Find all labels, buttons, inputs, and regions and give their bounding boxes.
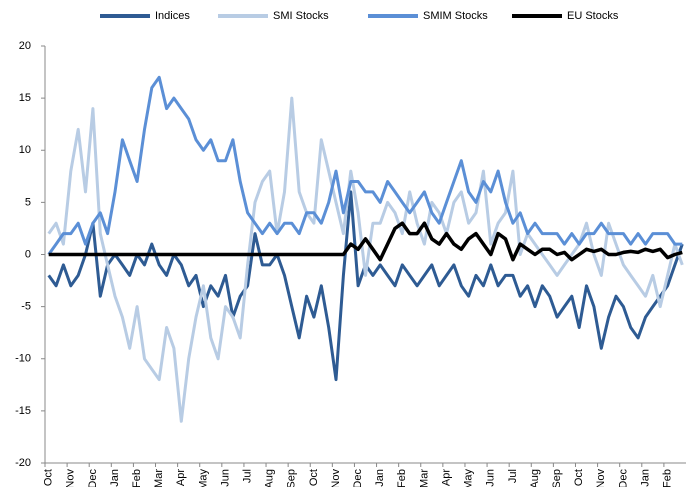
series-line: [47, 96, 684, 423]
x-tick-label: Aug: [529, 469, 541, 487]
x-tick-label: Dec: [617, 469, 629, 487]
x-tick-label: Jan: [109, 469, 121, 487]
x-tick-label: Apr: [440, 469, 452, 486]
x-tick-label: Jul: [242, 469, 254, 483]
legend-label: SMIM Stocks: [423, 10, 488, 22]
legend-label: Indices: [155, 10, 190, 22]
x-tick-label: Oct: [308, 469, 320, 486]
y-tick-label: -20: [15, 457, 31, 469]
x-tick-label: Jun: [485, 469, 497, 487]
x-tick-label: Aug: [264, 469, 276, 487]
x-tick-label: May: [197, 469, 209, 487]
x-tick-label: Jan: [639, 469, 651, 487]
y-tick-label: -5: [21, 301, 31, 313]
x-tick-label: Mar: [153, 469, 165, 487]
x-tick-label: Nov: [65, 469, 77, 487]
x-tick-label: Jul: [507, 469, 519, 483]
x-tick-label: Feb: [661, 469, 673, 487]
y-tick-label: 20: [19, 40, 31, 52]
y-tick-label: 5: [25, 196, 31, 208]
legend-label: EU Stocks: [567, 10, 619, 22]
x-tick-label: Nov: [595, 469, 607, 487]
x-tick-label: May: [463, 469, 475, 487]
y-tick-label: -10: [15, 353, 31, 365]
series-line: [48, 221, 683, 262]
y-tick-label: 0: [25, 248, 31, 260]
y-tick-label: 15: [19, 92, 31, 104]
x-tick-label: Dec: [87, 469, 99, 487]
x-tick-label: Sep: [551, 469, 563, 487]
x-tick-label: Apr: [175, 469, 187, 486]
x-tick-label: Oct: [43, 469, 55, 486]
x-tick-label: Feb: [131, 469, 143, 487]
x-tick-label: Mar: [418, 469, 430, 487]
x-tick-label: Oct: [573, 469, 585, 486]
series-line: [47, 75, 683, 256]
x-tick-label: Nov: [330, 469, 342, 487]
y-tick-label: 10: [19, 144, 31, 156]
x-tick-label: Jun: [219, 469, 231, 487]
x-tick-label: Feb: [396, 469, 408, 487]
x-tick-label: Sep: [286, 469, 298, 487]
x-tick-label: Dec: [352, 469, 364, 487]
x-tick-label: Jan: [374, 469, 386, 487]
y-tick-label: -15: [15, 405, 31, 417]
legend-label: SMI Stocks: [273, 10, 329, 22]
